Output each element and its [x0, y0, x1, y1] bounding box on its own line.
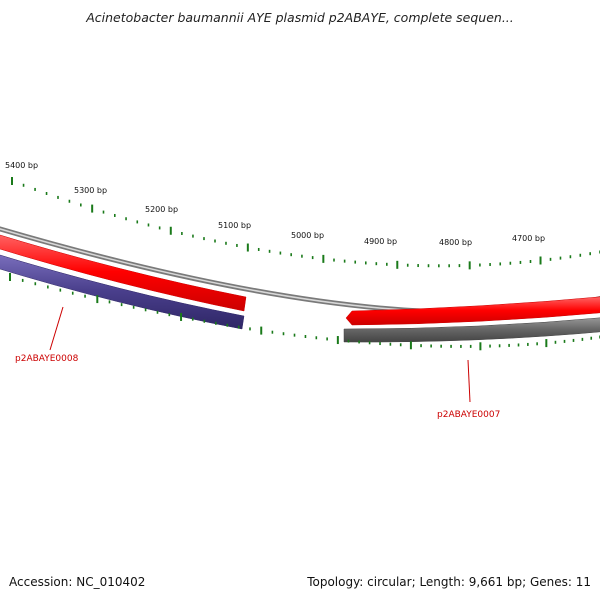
- gene-arrow-reverse-track: [343, 317, 600, 343]
- gene-name-text: p2ABAYE0008: [15, 354, 79, 364]
- topology-summary-text: Topology: circular; Length: 9,661 bp; Ge…: [307, 575, 591, 589]
- leader-line: [467, 359, 471, 403]
- gene-label-p2ABAYE0007[interactable]: p2ABAYE0007: [437, 359, 500, 420]
- scale-label: 5100 bp: [218, 221, 251, 230]
- gene-name-text: p2ABAYE0007: [437, 410, 500, 420]
- outer-scale-ring: [11, 177, 600, 270]
- scale-label: 5400 bp: [5, 161, 38, 170]
- scale-labels: 5400 bp 5300 bp 5200 bp 5100 bp 5000 bp 4900 …: [5, 161, 545, 247]
- gene-p2ABAYE0007[interactable]: [343, 296, 600, 343]
- scale-label: 4800 bp: [439, 238, 472, 247]
- gene-p2ABAYE0008[interactable]: [0, 232, 247, 330]
- accession-text: Accession: NC_010402: [9, 575, 146, 589]
- leader-line: [49, 306, 64, 351]
- inner-scale-ring: [9, 273, 600, 351]
- scale-label: 5300 bp: [74, 186, 107, 195]
- scale-label: 4700 bp: [512, 234, 545, 243]
- scale-label: 4900 bp: [364, 237, 397, 246]
- scale-label: 5000 bp: [291, 231, 324, 240]
- gene-arrow-forward-track: [345, 296, 600, 326]
- gene-arrow-reverse-track: [0, 254, 245, 330]
- gene-label-p2ABAYE0008[interactable]: p2ABAYE0008: [15, 306, 79, 364]
- map-title: Acinetobacter baumannii AYE plasmid p2AB…: [86, 10, 514, 25]
- gene-arrow-forward-track: [0, 234, 247, 312]
- scale-label: 5200 bp: [145, 205, 178, 214]
